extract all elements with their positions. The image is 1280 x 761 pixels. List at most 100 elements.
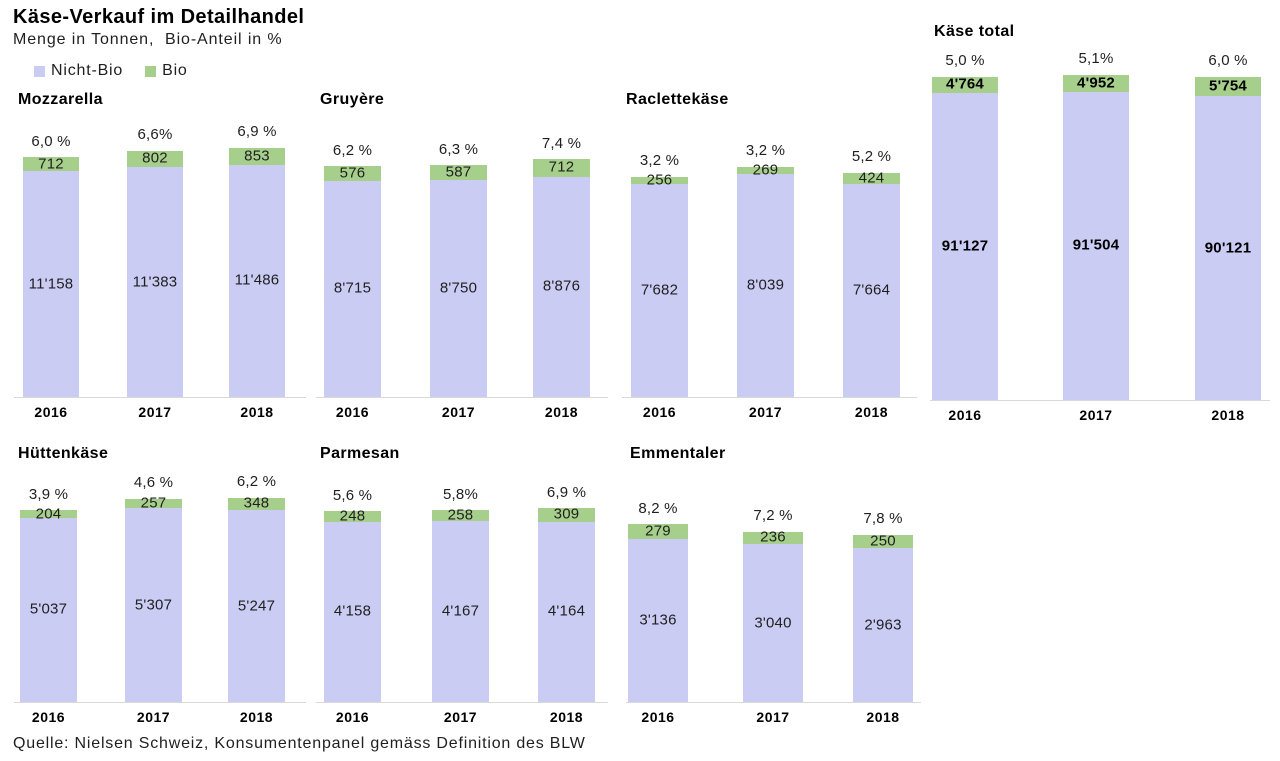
bio-share-pct-label: 6,2 % (236, 472, 277, 490)
bar-segment-bio (228, 497, 285, 511)
plot-area: 5,6 % 248 4'158 2016 5,8% 258 4'167 2017 6,9 % 30… (316, 468, 608, 725)
bio-value-label: 424 (858, 169, 885, 187)
bar-segment-bio (743, 531, 803, 544)
plot-area: 8,2 % 279 3'136 2016 7,2 % 236 3'040 2017 7,8 % 2… (626, 468, 921, 725)
bio-share-pct-label: 5,1% (1078, 50, 1114, 68)
bio-share-pct-label: 3,2 % (745, 142, 786, 159)
nicht-bio-swatch-icon (34, 65, 45, 77)
bar-segment-nicht-bio (229, 164, 285, 397)
bio-share-pct-label: 7,8 % (863, 510, 903, 528)
bar-segment-bio (932, 76, 998, 93)
year-label: 2017 (136, 709, 171, 725)
bar-segment-bio (538, 508, 595, 522)
bar-segment-nicht-bio (628, 538, 688, 702)
bio-share-pct-label: 6,3 % (438, 140, 479, 158)
bio-value-label: 4'952 (1077, 73, 1115, 91)
bio-value-label: 853 (244, 146, 270, 164)
chart-title: Gruyère (320, 91, 385, 108)
bio-share-pct-label: 5,2 % (851, 148, 892, 166)
chart-title: Parmesan (320, 445, 400, 462)
bio-value-label: 250 (870, 532, 896, 550)
bio-share-pct-label: 6,0 % (1208, 52, 1248, 70)
year-label: 2018 (544, 404, 579, 420)
bio-swatch-icon (145, 65, 157, 77)
bar-segment-bio (324, 511, 381, 522)
bar-segment-nicht-bio (1063, 91, 1129, 400)
year-label: 2017 (1079, 407, 1113, 423)
nicht-bio-value-label: 7'664 (852, 281, 891, 299)
year-label: 2016 (34, 404, 68, 420)
nicht-bio-value-label: 7'682 (640, 281, 679, 299)
chart-raclettekaese: Raclettekäse 3,2 % 256 7'682 2016 3,2 % 269 8'… (622, 90, 917, 420)
bar-segment-nicht-bio (1195, 96, 1261, 400)
bar-segment-nicht-bio (430, 179, 487, 397)
bar-segment-nicht-bio (324, 521, 381, 702)
nicht-bio-value-label: 8'715 (333, 279, 372, 297)
nicht-bio-value-label: 8'876 (542, 277, 581, 295)
year-label: 2017 (138, 404, 172, 420)
bio-value-label: 587 (445, 163, 472, 181)
bio-share-pct-label: 5,6 % (332, 486, 373, 504)
nicht-bio-value-label: 4'167 (441, 602, 480, 620)
source-note: Quelle: Nielsen Schweiz, Konsumentenpane… (13, 735, 586, 752)
nicht-bio-value-label: 3'040 (754, 613, 792, 631)
nicht-bio-value-label: 4'158 (333, 602, 372, 620)
bio-share-pct-label: 6,6% (137, 126, 173, 144)
chart-title: Emmentaler (630, 445, 726, 462)
bar-segment-bio (737, 166, 794, 174)
bio-value-label: 236 (760, 528, 786, 546)
nicht-bio-value-label: 4'164 (547, 602, 586, 620)
bio-share-pct-label: 6,9 % (237, 123, 277, 141)
nicht-bio-value-label: 8'039 (746, 276, 785, 294)
year-label: 2016 (641, 709, 675, 725)
bio-value-label: 5'754 (1209, 77, 1247, 95)
bar-segment-nicht-bio (538, 521, 595, 702)
bar-segment-bio (125, 498, 182, 508)
bio-value-label: 204 (35, 504, 62, 522)
bar-segment-bio (229, 147, 285, 165)
bio-value-label: 576 (339, 164, 366, 182)
bio-value-label: 348 (243, 494, 270, 512)
bar-segment-nicht-bio (125, 508, 182, 702)
page-title: Käse-Verkauf im Detailhandel (13, 6, 305, 28)
bio-share-pct-label: 6,9 % (546, 483, 587, 501)
year-label: 2017 (748, 404, 783, 420)
year-label: 2016 (335, 709, 370, 725)
bar-segment-nicht-bio (23, 171, 79, 397)
bar-segment-nicht-bio (631, 183, 688, 397)
legend-item-nicht-bio: Nicht-Bio (34, 62, 123, 80)
bio-value-label: 802 (142, 149, 168, 167)
bar-segment-bio (533, 159, 590, 177)
bar-segment-bio (631, 176, 688, 184)
nicht-bio-value-label: 5'247 (237, 596, 276, 614)
plot-area: 3,2 % 256 7'682 2016 3,2 % 269 8'039 2017 5,2 % 4… (622, 114, 917, 420)
nicht-bio-value-label: 5'307 (134, 595, 173, 613)
bio-share-pct-label: 3,9 % (28, 485, 69, 503)
chart-parmesan: Parmesan 5,6 % 248 4'158 2016 5,8% 258 4'167 20… (316, 444, 608, 725)
year-label: 2016 (31, 709, 66, 725)
nicht-bio-value-label: 90'121 (1204, 238, 1252, 256)
plot-area: 3,9 % 204 5'037 2016 4,6 % 257 5'307 2017 6,2 % 3… (14, 468, 306, 725)
chart-title: Raclettekäse (626, 91, 729, 108)
bar-segment-bio (843, 172, 900, 185)
bar-segment-bio (430, 165, 487, 180)
plot-area: 6,2 % 576 8'715 2016 6,3 % 587 8'750 2017 7,4 % 7… (316, 114, 608, 420)
bar-segment-nicht-bio (743, 543, 803, 702)
bio-value-label: 712 (38, 155, 64, 173)
nicht-bio-value-label: 5'037 (29, 600, 68, 618)
chart-kaese-total: Käse total 5,0 % 4'764 91'127 2016 5,1% 4'952… (930, 22, 1270, 423)
year-label: 2017 (443, 709, 478, 725)
page-subtitle: Menge in Tonnen, Bio-Anteil in % (13, 31, 283, 48)
bar-segment-nicht-bio (432, 521, 489, 702)
bar-segment-nicht-bio (228, 510, 285, 702)
bio-value-label: 269 (752, 160, 779, 178)
bar-segment-bio (853, 534, 913, 548)
chart-mozzarella: Mozzarella 6,0 % 712 11'158 2016 6,6% 802 11'3… (14, 90, 306, 420)
year-label: 2017 (441, 404, 476, 420)
bar-segment-nicht-bio (533, 176, 590, 397)
bio-value-label: 257 (140, 494, 167, 512)
nicht-bio-value-label: 11'486 (234, 271, 280, 289)
year-label: 2016 (335, 404, 370, 420)
chart-title: Käse total (934, 23, 1015, 40)
